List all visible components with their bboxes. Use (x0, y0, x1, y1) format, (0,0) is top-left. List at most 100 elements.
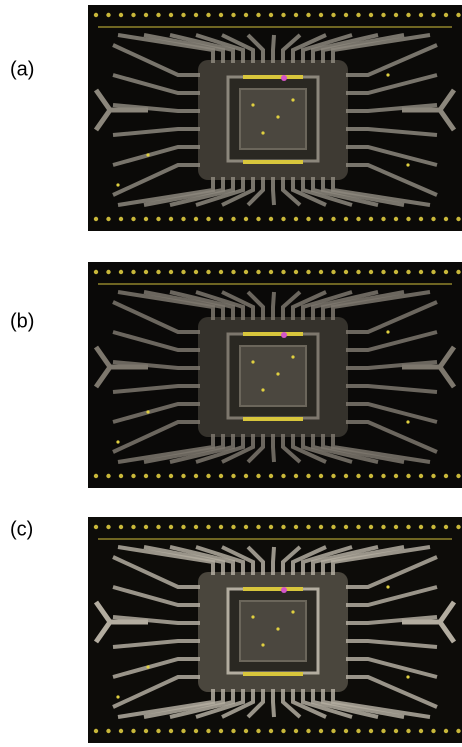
pin-dot (419, 217, 423, 221)
pin-dot (106, 13, 110, 17)
pin-dot (169, 474, 173, 478)
pin-dot (206, 270, 210, 274)
chip-image (88, 262, 462, 488)
pin-dot (456, 217, 460, 221)
pin-dot (269, 525, 273, 529)
pin-dot (281, 13, 285, 17)
pin-dot (169, 525, 173, 529)
lead (273, 547, 274, 575)
pin-dot (169, 729, 173, 733)
pin-dot (394, 270, 398, 274)
pin-dot (244, 270, 248, 274)
pin-dot (331, 217, 335, 221)
chip-image (88, 5, 462, 231)
pin-dot (356, 217, 360, 221)
pin-dot (231, 13, 235, 17)
pin-dot (406, 270, 410, 274)
pin-dot (344, 13, 348, 17)
lead (273, 689, 274, 717)
pin-dot (219, 217, 223, 221)
pin-dot (406, 525, 410, 529)
pin-dot (406, 217, 410, 221)
pin-dot (94, 525, 98, 529)
pin-dot (106, 474, 110, 478)
pin-dot (106, 217, 110, 221)
pin-dot (306, 729, 310, 733)
pin-dot (169, 270, 173, 274)
bond-strip (243, 587, 303, 591)
pin-dot (119, 729, 123, 733)
pin-dot (231, 729, 235, 733)
pin-dot (419, 729, 423, 733)
pin-dot (369, 474, 373, 478)
speck (251, 360, 254, 363)
pin-dot (119, 525, 123, 529)
pin-dot (331, 729, 335, 733)
pin-dot (131, 13, 135, 17)
pin-dot (431, 270, 435, 274)
pin-dot (156, 13, 160, 17)
pin-dot (444, 525, 448, 529)
bond-strip (243, 160, 303, 164)
pin-dot (419, 474, 423, 478)
pin-dot (306, 525, 310, 529)
speck (386, 585, 389, 588)
pin-dot (206, 525, 210, 529)
pin-dot (131, 525, 135, 529)
pin-dot (231, 525, 235, 529)
pin-dot (406, 474, 410, 478)
speck (406, 420, 409, 423)
pin-dot (356, 729, 360, 733)
pin-dot (194, 474, 198, 478)
pin-dot (394, 474, 398, 478)
pin-dot (194, 525, 198, 529)
defect (281, 587, 287, 593)
pin-dot (181, 525, 185, 529)
speck (276, 115, 279, 118)
pin-dot (444, 13, 448, 17)
pin-dot (144, 13, 148, 17)
pin-dot (194, 270, 198, 274)
pin-dot (419, 270, 423, 274)
lead (273, 35, 274, 63)
die (240, 601, 306, 661)
pin-dot (244, 13, 248, 17)
pin-dot (444, 217, 448, 221)
pin-dot (431, 217, 435, 221)
pin-dot (294, 270, 298, 274)
speck (116, 183, 119, 186)
speck (261, 388, 264, 391)
figure: (a) (b) (c) (0, 0, 462, 747)
pin-dot (256, 13, 260, 17)
pin-dot (169, 13, 173, 17)
speck (406, 163, 409, 166)
pin-dot (456, 474, 460, 478)
pin-dot (381, 270, 385, 274)
pin-dot (181, 217, 185, 221)
pin-dot (256, 474, 260, 478)
speck (116, 695, 119, 698)
pin-dot (431, 13, 435, 17)
pin-dot (431, 474, 435, 478)
pin-dot (119, 217, 123, 221)
panel-label: (a) (10, 58, 34, 80)
lead (273, 292, 274, 320)
pin-dot (219, 270, 223, 274)
pin-dot (319, 474, 323, 478)
pin-dot (356, 525, 360, 529)
pin-dot (331, 474, 335, 478)
pin-dot (256, 270, 260, 274)
pin-dot (356, 270, 360, 274)
die (240, 89, 306, 149)
pin-dot (444, 474, 448, 478)
pin-dot (269, 474, 273, 478)
pin-dot (94, 270, 98, 274)
pin-dot (119, 13, 123, 17)
pin-dot (131, 217, 135, 221)
bond-strip (243, 672, 303, 676)
speck (406, 675, 409, 678)
pin-dot (269, 729, 273, 733)
speck (251, 615, 254, 618)
pin-dot (156, 270, 160, 274)
pin-dot (144, 474, 148, 478)
